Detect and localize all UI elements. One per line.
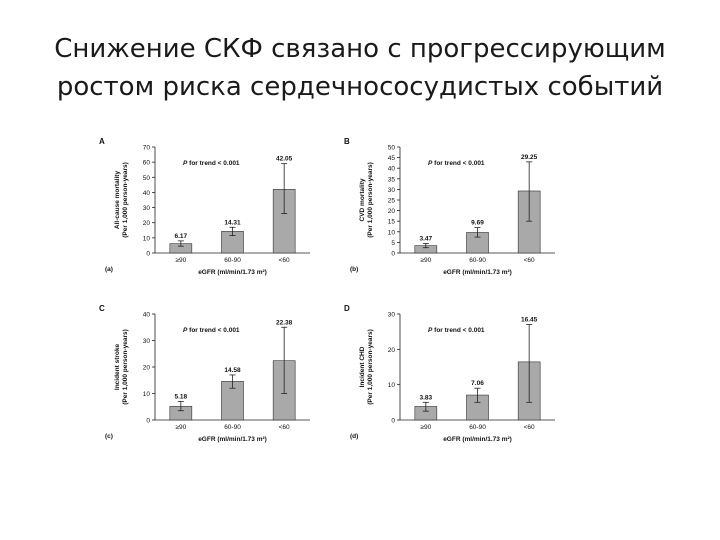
y-tick-label: 40 xyxy=(143,312,151,319)
y-tick-label: 45 xyxy=(388,155,396,162)
y-axis-label-line-1: All-cause mortality xyxy=(114,171,121,230)
y-tick-label: 20 xyxy=(143,365,151,372)
slide-title-line-2: ростом риска сердечнососудистых событий xyxy=(56,72,664,102)
y-axis-label-line-2: (Per 1,000 person-years) xyxy=(122,162,129,238)
panel-letter: B xyxy=(344,137,350,146)
y-axis-label-line-2: (Per 1,000 person-years) xyxy=(367,329,374,405)
y-tick-label: 20 xyxy=(388,208,396,215)
x-tick-label: ≥90 xyxy=(420,257,431,264)
x-tick-label: <60 xyxy=(279,424,290,431)
y-tick-label: 20 xyxy=(143,220,151,227)
p-trend-annotation: P for trend < 0.001 xyxy=(428,327,485,334)
panel-sub-label: (d) xyxy=(350,433,358,440)
chart-panel-b: B 0 5 10 15 20 25 30 35 40 45 50 CVD mortality (Per 1… xyxy=(344,137,555,276)
x-axis-label: eGFR (ml/min/1.73 m²) xyxy=(198,269,267,276)
y-tick-label: 50 xyxy=(388,145,396,152)
p-trend-annotation: P for trend < 0.001 xyxy=(183,327,240,334)
data-label: 22.38 xyxy=(276,319,293,326)
y-tick-label: 10 xyxy=(388,229,396,236)
y-tick-label: 10 xyxy=(388,382,396,389)
x-axis-label: eGFR (ml/min/1.73 m²) xyxy=(443,269,512,276)
data-label: 29.25 xyxy=(521,154,538,161)
x-tick-label: 60-90 xyxy=(224,257,241,264)
x-tick-label: 60-90 xyxy=(224,424,241,431)
x-tick-label: 60-90 xyxy=(469,257,486,264)
data-label: 14.31 xyxy=(224,219,241,226)
x-axis-label: eGFR (ml/min/1.73 m²) xyxy=(443,436,512,443)
x-tick-label: ≥90 xyxy=(175,424,186,431)
data-label: 3.47 xyxy=(420,235,433,242)
x-tick-label: 60-90 xyxy=(469,424,486,431)
data-label: 7.06 xyxy=(471,380,484,387)
chart-panel-a: A 0 10 20 30 40 50 60 70 All-cause mortality (Per … xyxy=(99,137,310,276)
y-tick-label: 10 xyxy=(143,235,151,242)
slide-title-line-1: Снижение СКФ связано с прогрессирующим xyxy=(54,34,666,64)
y-tick-label: 40 xyxy=(143,190,151,197)
y-tick-label: 30 xyxy=(143,338,151,345)
y-axis-label-line-1: Incident CHD xyxy=(359,346,366,387)
y-tick-label: 15 xyxy=(388,219,396,226)
chart-panel-d: D 0 10 20 30 Incident CHD (Per 1,000 person-ye… xyxy=(344,304,555,443)
x-tick-label: <60 xyxy=(524,424,535,431)
p-trend-annotation: P for trend < 0.001 xyxy=(428,160,485,167)
chart-panel-c: C 0 10 20 30 40 Incident stroke (Per 1,000 pers… xyxy=(99,304,310,443)
data-label: 42.05 xyxy=(276,156,293,163)
y-axis-label-line-2: (Per 1,000 person-years) xyxy=(367,162,374,238)
y-tick-label: 35 xyxy=(388,176,396,183)
p-trend-annotation: P for trend < 0.001 xyxy=(183,160,240,167)
panel-sub-label: (b) xyxy=(350,266,358,273)
panel-letter: D xyxy=(344,304,350,313)
y-tick-label: 30 xyxy=(388,187,396,194)
y-tick-label: 10 xyxy=(143,391,151,398)
x-tick-label: <60 xyxy=(524,257,535,264)
y-tick-label: 0 xyxy=(391,251,395,258)
y-tick-label: 0 xyxy=(146,251,150,258)
data-label: 5.18 xyxy=(175,393,188,400)
data-label: 16.45 xyxy=(521,317,538,324)
slide-title: Снижение СКФ связано с прогрессирующим р… xyxy=(20,30,700,106)
panel-sub-label: (c) xyxy=(105,433,113,440)
y-tick-label: 0 xyxy=(391,418,395,425)
data-label: 14.58 xyxy=(224,367,241,374)
data-label: 9.69 xyxy=(471,220,484,227)
y-tick-label: 40 xyxy=(388,166,396,173)
y-tick-label: 70 xyxy=(143,145,151,152)
panel-letter: A xyxy=(99,137,105,146)
panel-sub-label: (a) xyxy=(105,266,113,273)
y-tick-label: 5 xyxy=(391,240,395,247)
x-tick-label: ≥90 xyxy=(420,424,431,431)
data-label: 3.83 xyxy=(420,394,433,401)
y-tick-label: 25 xyxy=(388,198,396,205)
x-tick-label: ≥90 xyxy=(175,257,186,264)
y-tick-label: 0 xyxy=(146,418,150,425)
y-tick-label: 30 xyxy=(143,205,151,212)
panel-letter: C xyxy=(99,304,105,313)
x-tick-label: <60 xyxy=(279,257,290,264)
y-axis-label-line-1: Incident stroke xyxy=(114,343,121,390)
y-tick-label: 30 xyxy=(388,312,396,319)
y-axis-label-line-1: CVD mortality xyxy=(359,178,366,221)
y-tick-label: 20 xyxy=(388,347,396,354)
y-tick-label: 60 xyxy=(143,160,151,167)
y-tick-label: 50 xyxy=(143,175,151,182)
data-label: 6.17 xyxy=(175,233,188,240)
y-axis-label-line-2: (Per 1,000 person-years) xyxy=(122,329,129,405)
x-axis-label: eGFR (ml/min/1.73 m²) xyxy=(198,436,267,443)
